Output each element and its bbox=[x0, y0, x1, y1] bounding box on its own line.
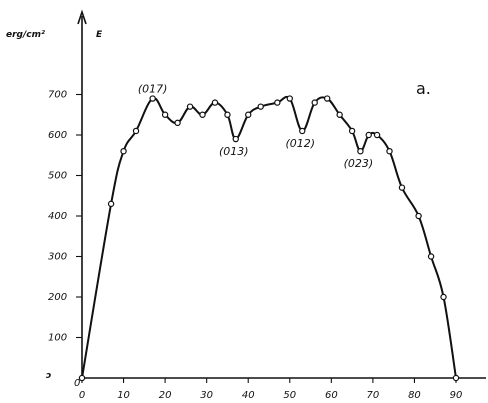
data-point bbox=[299, 127, 306, 135]
cusp-annotation: (017) bbox=[138, 83, 168, 96]
data-points bbox=[78, 95, 460, 382]
x-tick-label: 90 bbox=[450, 390, 463, 401]
cusp-annotation: (023) bbox=[344, 157, 374, 170]
x-tick-label: 20 bbox=[159, 390, 172, 401]
data-point bbox=[232, 135, 239, 143]
data-point bbox=[120, 147, 127, 155]
data-point bbox=[311, 99, 318, 106]
y-tick-label: 300 bbox=[48, 252, 67, 263]
data-point bbox=[323, 95, 331, 102]
x-tick-label: 30 bbox=[200, 390, 213, 401]
y-tick-label: 400 bbox=[48, 211, 67, 222]
x-tick-label: 70 bbox=[367, 390, 380, 401]
x-tick-label: 10 bbox=[117, 390, 130, 401]
data-point bbox=[224, 111, 231, 118]
data-point bbox=[452, 374, 460, 382]
data-point bbox=[149, 95, 156, 102]
x-tick-label: 40 bbox=[242, 390, 255, 401]
x-tick-label: 50 bbox=[283, 390, 296, 401]
data-point bbox=[274, 99, 281, 106]
data-point bbox=[398, 184, 406, 191]
origin-label: 0 bbox=[74, 378, 80, 389]
y-tick-label: 200 bbox=[48, 292, 67, 303]
data-point bbox=[415, 212, 422, 220]
data-point bbox=[348, 127, 356, 135]
y-unit-label: erg/cm² bbox=[6, 30, 45, 40]
y-tick-label: 500 bbox=[48, 171, 67, 182]
panel-label: a. bbox=[416, 79, 431, 98]
data-point bbox=[245, 111, 252, 118]
x-tick-label: 60 bbox=[325, 390, 338, 401]
y-tick-label: 700 bbox=[48, 90, 67, 101]
data-point bbox=[386, 147, 393, 155]
data-point bbox=[257, 103, 264, 110]
data-point bbox=[440, 293, 447, 301]
data-point bbox=[78, 374, 86, 382]
data-point bbox=[286, 95, 293, 102]
data-point bbox=[186, 103, 194, 110]
data-point bbox=[357, 147, 364, 155]
y-axis-arrow bbox=[77, 9, 87, 25]
y-axis: 100 200 300 400 500 600 700 bbox=[48, 9, 87, 378]
data-point bbox=[174, 119, 181, 127]
x-tick-label: 80 bbox=[408, 390, 421, 401]
annotations: (017) (013) (012) (023) bbox=[138, 83, 373, 171]
cusp-annotation: (013) bbox=[219, 145, 249, 158]
data-point bbox=[365, 131, 372, 139]
x-tick-label: 0 bbox=[79, 390, 85, 401]
data-point bbox=[199, 111, 206, 118]
data-point bbox=[161, 111, 169, 118]
data-point bbox=[336, 111, 343, 118]
y-axis-label: E bbox=[96, 30, 103, 40]
y-tick-label: 100 bbox=[48, 333, 67, 344]
y-zero-mark: ɔ bbox=[45, 371, 51, 381]
data-point bbox=[373, 131, 381, 139]
series-line bbox=[81, 95, 457, 379]
curve-series bbox=[81, 95, 457, 379]
cusp-annotation: (012) bbox=[285, 137, 315, 150]
data-point bbox=[427, 253, 435, 260]
y-tick-label: 600 bbox=[48, 130, 67, 141]
data-point bbox=[107, 200, 115, 208]
data-point bbox=[132, 127, 140, 135]
x-axis: 0 10 20 30 40 50 60 70 80 90 0 bbox=[74, 377, 486, 401]
data-point bbox=[211, 99, 219, 106]
